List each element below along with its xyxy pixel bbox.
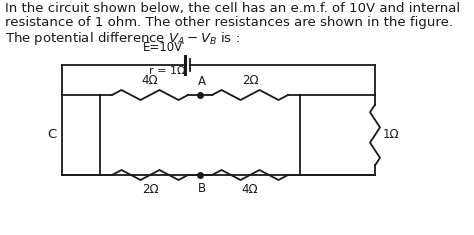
Text: E=10V: E=10V — [143, 41, 183, 54]
Text: B: B — [198, 182, 206, 195]
Text: C: C — [48, 129, 57, 141]
Text: 4Ω: 4Ω — [242, 183, 258, 196]
Text: 4Ω: 4Ω — [142, 74, 158, 87]
Text: 2Ω: 2Ω — [242, 74, 258, 87]
Text: resistance of 1 ohm. The other resistances are shown in the figure.: resistance of 1 ohm. The other resistanc… — [5, 16, 453, 29]
Text: r = 1Ω: r = 1Ω — [149, 66, 185, 76]
Text: 2Ω: 2Ω — [142, 183, 158, 196]
Text: 1Ω: 1Ω — [383, 129, 400, 141]
Text: In the circuit shown below, the cell has an e.m.f. of 10V and internal: In the circuit shown below, the cell has… — [5, 2, 460, 15]
Text: A: A — [198, 75, 206, 88]
Text: The potential difference $V_A - V_B$ is :: The potential difference $V_A - V_B$ is … — [5, 30, 240, 47]
